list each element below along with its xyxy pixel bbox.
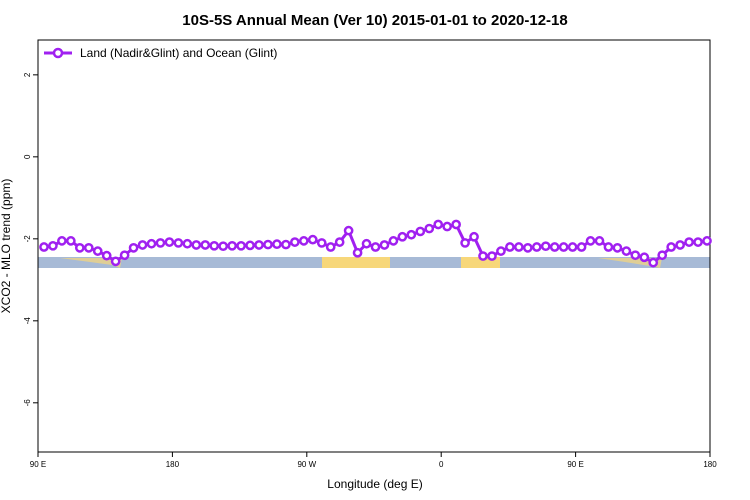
data-point: [540, 241, 551, 252]
data-point: [182, 238, 193, 249]
data-point: [702, 236, 712, 246]
data-point: [549, 242, 560, 252]
data-point: [379, 240, 390, 250]
land: [60, 258, 122, 268]
data-point: [451, 219, 461, 230]
data-point: [39, 242, 49, 252]
data-point: [505, 242, 515, 252]
data-point: [263, 239, 273, 250]
x-tick-label: 90 E: [567, 460, 583, 469]
data-point: [576, 242, 587, 252]
data-point: [478, 251, 488, 261]
data-point: [397, 231, 408, 242]
data-point: [415, 226, 426, 237]
x-tick-label: 90 W: [297, 460, 316, 469]
data-point: [621, 246, 632, 256]
data-point: [361, 238, 372, 249]
data-point: [370, 242, 381, 252]
data-point: [648, 257, 659, 268]
data-point: [281, 239, 291, 250]
data-point: [227, 240, 237, 251]
data-point: [334, 237, 345, 247]
data-point: [675, 240, 685, 250]
data-point: [155, 238, 166, 248]
data-point: [558, 242, 569, 252]
data-point: [531, 242, 542, 252]
data-point: [469, 231, 479, 242]
data-point: [164, 237, 175, 247]
data-point: [442, 221, 453, 232]
legend: Land (Nadir&Glint) and Ocean (Glint): [44, 46, 277, 60]
data-point: [191, 240, 202, 250]
data-point: [110, 256, 121, 267]
data-point: [433, 219, 444, 230]
data-point: [218, 241, 229, 252]
data-point: [352, 247, 363, 258]
legend-label: Land (Nadir&Glint) and Ocean (Glint): [80, 46, 277, 60]
data-point: [128, 242, 139, 253]
data-point: [693, 237, 703, 247]
data-point: [245, 240, 255, 251]
data-point: [496, 246, 506, 256]
data-point: [612, 242, 623, 253]
land: [322, 257, 390, 268]
data-point: [298, 236, 309, 246]
data-point: [48, 240, 58, 251]
y-tick-label: -2: [23, 235, 32, 243]
data-point: [101, 250, 112, 261]
y-axis-label: XCO2 - MLO trend (ppm): [0, 179, 13, 314]
x-tick-label: 0: [439, 460, 444, 469]
data-point: [424, 223, 435, 234]
data-point: [307, 234, 318, 245]
data-point: [272, 239, 282, 250]
data-point: [603, 242, 614, 252]
plot-frame: [37, 39, 711, 453]
data-point: [666, 242, 677, 252]
data-point: [594, 236, 605, 246]
data-point: [236, 240, 246, 251]
data-point: [74, 242, 85, 253]
data-point: [57, 236, 67, 246]
data-point: [119, 250, 130, 261]
data-point: [146, 238, 157, 249]
x-tick-label: 90 E: [30, 460, 46, 469]
y-tick-label: 0: [23, 154, 32, 159]
data-point: [92, 246, 103, 256]
data-point: [567, 242, 578, 252]
chart-title: 10S-5S Annual Mean (Ver 10) 2015-01-01 t…: [182, 12, 567, 29]
data-point: [514, 242, 524, 252]
legend-marker: [52, 47, 64, 59]
x-axis-label: Longitude (deg E): [327, 477, 422, 491]
y-tick-label: -6: [23, 399, 32, 407]
data-point: [343, 225, 354, 236]
data-point: [66, 236, 76, 246]
data-point: [487, 251, 497, 261]
data-point: [200, 240, 211, 250]
data-point: [316, 238, 327, 248]
data-point: [388, 236, 399, 246]
data-point: [209, 240, 220, 251]
y-tick-label: -4: [23, 317, 32, 325]
x-tick-label: 180: [166, 460, 180, 469]
data-point: [585, 236, 596, 246]
land: [461, 257, 500, 268]
data-point: [684, 237, 694, 247]
data-point: [83, 242, 94, 253]
data-point: [406, 229, 417, 240]
y-tick-label: 2: [23, 72, 32, 77]
data-point: [630, 250, 641, 261]
data-point: [290, 237, 300, 247]
data-point: [173, 238, 184, 248]
data-point: [460, 238, 470, 248]
data-point: [137, 240, 148, 250]
data-point: [325, 242, 336, 252]
x-tick-label: 180: [703, 460, 717, 469]
map-strip: [38, 257, 710, 268]
data-point: [657, 250, 668, 261]
data-point: [522, 242, 533, 253]
data-point: [639, 252, 650, 263]
data-point: [254, 240, 264, 250]
